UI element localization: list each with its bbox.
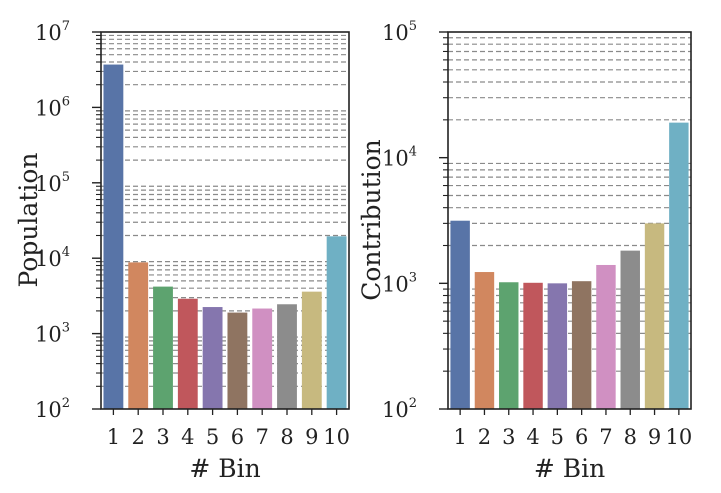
- y-tick-label: 102: [382, 396, 417, 422]
- x-tick-label: 8: [624, 425, 637, 449]
- gridlines: [101, 34, 349, 387]
- bar-6: [571, 281, 592, 409]
- y-tick-label: 105: [35, 170, 70, 196]
- y-tick-label: 105: [382, 19, 417, 45]
- y-tick-exponent: 4: [409, 145, 417, 160]
- x-tick-label: 10: [323, 425, 350, 449]
- x-tick-label: 7: [599, 425, 612, 449]
- y-tick-base: 10: [382, 398, 409, 422]
- bar-4: [523, 282, 543, 409]
- x-tick-label: 1: [107, 425, 120, 449]
- y-tick-exponent: 5: [409, 19, 417, 34]
- plot-frame: [447, 31, 692, 410]
- y-tick-label: 107: [35, 19, 70, 45]
- y-tick-base: 10: [35, 172, 62, 196]
- y-tick-exponent: 6: [62, 94, 70, 109]
- bar-7: [596, 264, 616, 409]
- y-tick-base: 10: [35, 398, 62, 422]
- x-tick-label: 3: [156, 425, 169, 449]
- y-tick-base: 10: [35, 21, 62, 45]
- bar-4: [177, 298, 198, 409]
- bar-2: [474, 272, 495, 409]
- y-tick-label: 103: [35, 321, 70, 347]
- bar-7: [252, 308, 273, 409]
- x-tick-label: 2: [478, 425, 491, 449]
- bar-9: [644, 223, 665, 409]
- bar-9: [301, 291, 322, 409]
- y-tick-exponent: 2: [409, 396, 417, 411]
- x-tick-label: 10: [665, 425, 692, 449]
- y-tick-base: 10: [35, 323, 62, 347]
- x-tick-label: 4: [526, 425, 539, 449]
- x-axis-label: # Bin: [534, 454, 605, 483]
- y-tick-label: 106: [35, 94, 70, 120]
- x-tick-label: 9: [305, 425, 318, 449]
- x-tick-label: 1: [453, 425, 466, 449]
- bar-10: [326, 236, 347, 409]
- y-tick-base: 10: [382, 272, 409, 296]
- y-tick-label: 103: [382, 270, 417, 296]
- bar-6: [227, 312, 248, 409]
- y-tick-base: 10: [382, 21, 409, 45]
- bar-10: [669, 122, 689, 409]
- x-tick-label: 8: [280, 425, 293, 449]
- plot-frame: [100, 31, 350, 410]
- bar-8: [277, 304, 297, 409]
- x-tick-label: 6: [575, 425, 588, 449]
- y-axis-label: Population: [14, 152, 43, 287]
- x-tick-label: 5: [551, 425, 564, 449]
- x-tick-label: 7: [256, 425, 269, 449]
- x-tick-label: 4: [181, 425, 194, 449]
- x-tick-label: 5: [206, 425, 219, 449]
- x-tick-label: 2: [132, 425, 145, 449]
- bar-3: [499, 282, 519, 409]
- y-tick-label: 104: [35, 245, 70, 271]
- y-tick-label: 102: [35, 396, 70, 422]
- y-tick-exponent: 2: [62, 396, 70, 411]
- y-tick-exponent: 4: [62, 245, 70, 260]
- y-tick-exponent: 5: [62, 170, 70, 185]
- x-tick-label: 6: [231, 425, 244, 449]
- bar-2: [128, 262, 149, 409]
- x-tick-label: 9: [648, 425, 661, 449]
- y-tick-exponent: 7: [62, 19, 70, 34]
- x-axis-label: # Bin: [189, 454, 260, 483]
- y-tick-exponent: 3: [409, 270, 417, 285]
- bar-3: [153, 286, 173, 409]
- bar-8: [620, 250, 640, 409]
- x-tick-label: 3: [502, 425, 515, 449]
- bar-5: [202, 307, 223, 409]
- y-tick-label: 104: [382, 145, 417, 171]
- y-tick-base: 10: [35, 247, 62, 271]
- y-tick-base: 10: [382, 147, 409, 171]
- y-axis-label: Contribution: [357, 139, 386, 301]
- bar-1: [450, 220, 470, 409]
- bar-1: [103, 64, 124, 409]
- y-tick-base: 10: [35, 96, 62, 120]
- bar-5: [547, 283, 568, 409]
- y-tick-exponent: 3: [62, 321, 70, 336]
